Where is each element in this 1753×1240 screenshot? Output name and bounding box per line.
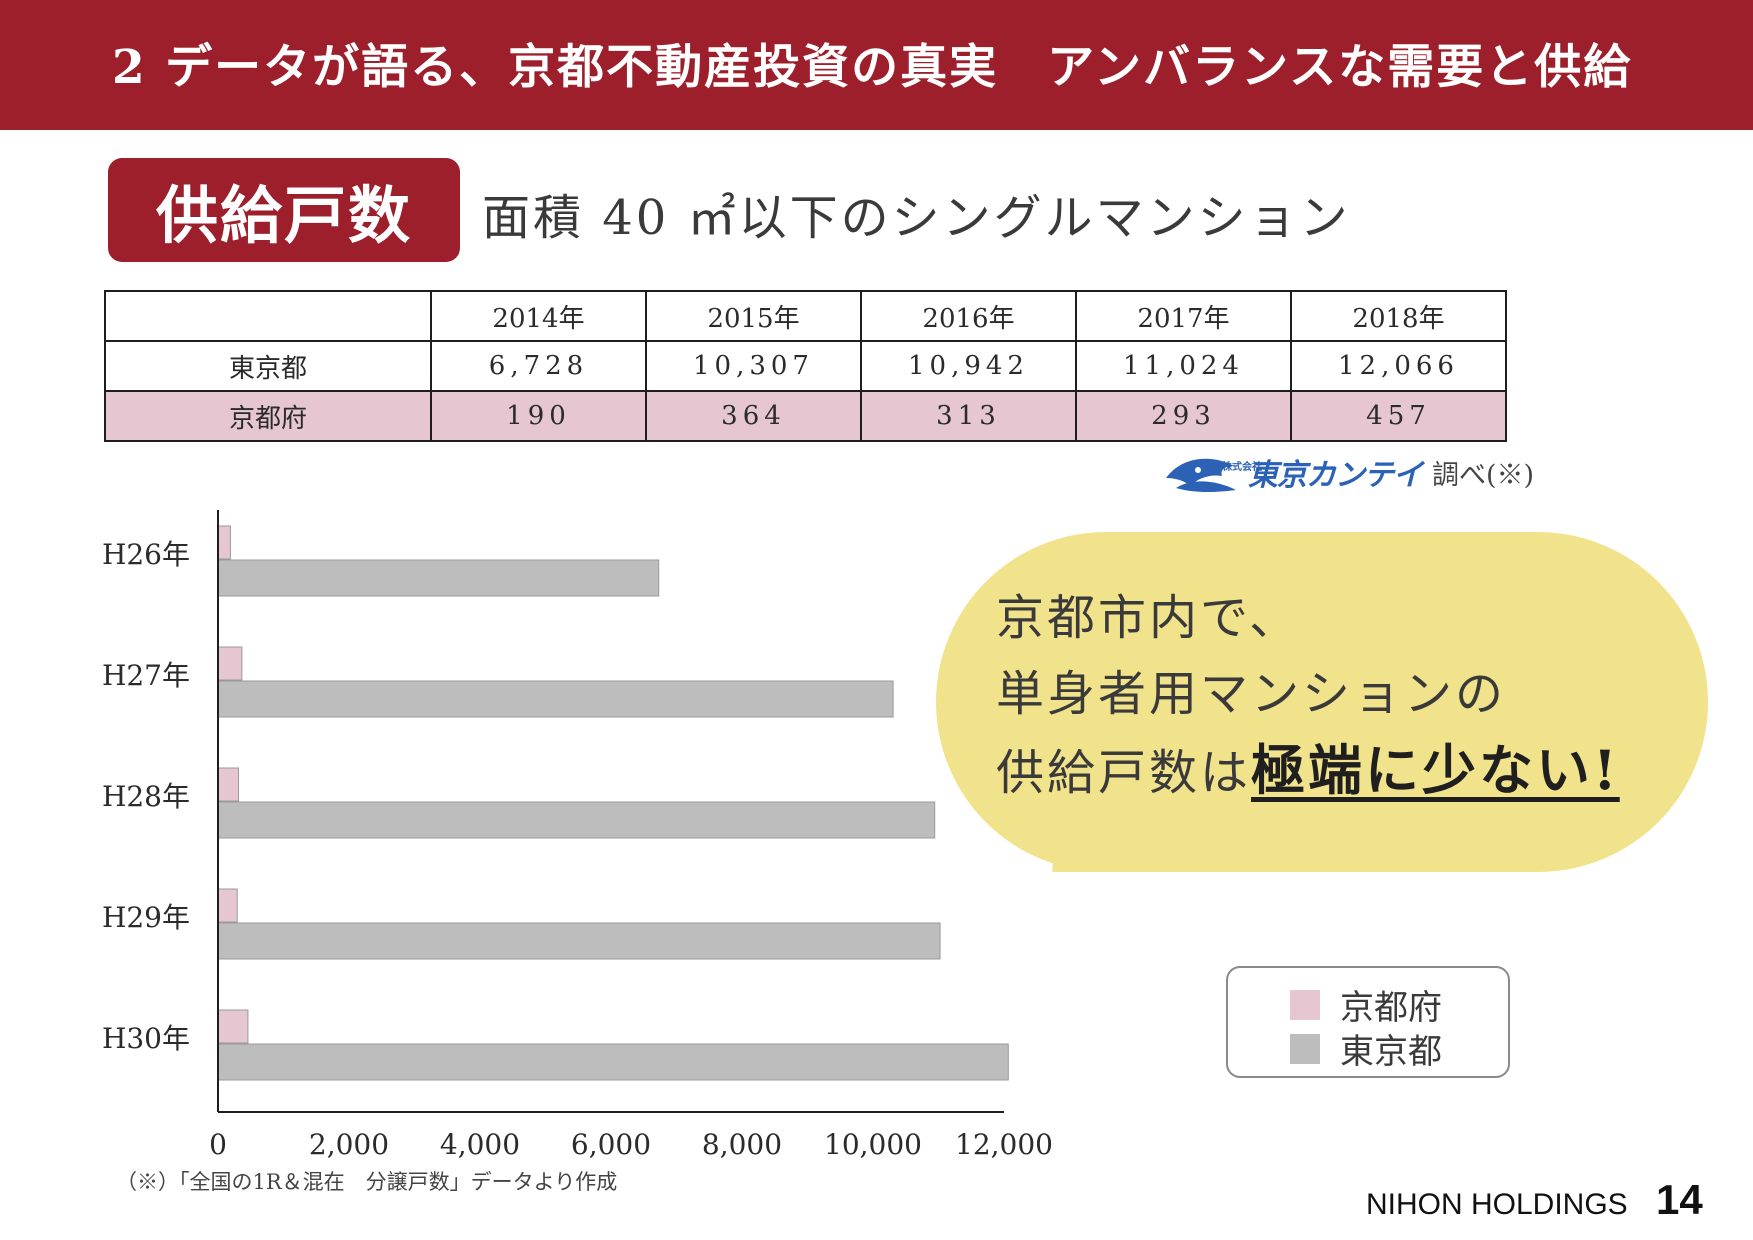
table-year-header: 2015年 [645,290,862,342]
callout-line-3-prefix: 供給戸数は [996,745,1252,801]
y-tick-label: H30年 [102,1022,190,1055]
logo-company-prefix: 株式会社 [1222,460,1262,473]
bar-kyoto [217,1009,249,1044]
section-badge: 供給戸数 [108,158,460,262]
table-year-header: 2017年 [1075,290,1292,342]
dolphin-logo-icon: 株式会社 [1166,458,1262,492]
table-year-header: 2016年 [860,290,1077,342]
y-tick-label: H28年 [102,780,190,813]
table-row-kyoto: 京都府 190 364 313 293 457 [104,390,1507,442]
y-tick-label: H29年 [102,901,190,934]
legend-label: 東京都 [1340,1032,1442,1072]
bar-kyoto [217,525,231,560]
legend-item-tokyo: 東京都 [1290,1024,1442,1073]
x-tick-label: 2,000 [309,1128,389,1161]
table-cell: 190 [430,390,647,442]
y-tick-label: H27年 [102,659,190,692]
bar-tokyo [217,680,894,718]
callout-line-3: 供給戸数は極端に少ない! [996,732,1620,811]
callout-line-2: 単身者用マンションの [996,666,1507,722]
logo-text: 東京カンテイ [1248,458,1423,493]
x-tick-label: 6,000 [571,1128,651,1161]
callout-text: 京都市内で、 単身者用マンションの 供給戸数は極端に少ない! [996,580,1620,811]
supply-table: 2014年 2015年 2016年 2017年 2018年 東京都 6,728 … [104,290,1507,442]
speech-bubble [936,532,1708,872]
table-cell: 293 [1075,390,1292,442]
bubble-tail [1052,822,1166,872]
table-corner-cell [104,290,432,342]
x-tick-label: 8,000 [702,1128,782,1161]
table-cell: 457 [1290,390,1507,442]
chart-legend: 京都府 東京都 [1226,966,1510,1078]
bar-kyoto [217,646,243,681]
table-row-tokyo: 東京都 6,728 10,307 10,942 11,024 12,066 [104,340,1507,392]
table-cell: 10,942 [860,340,1077,392]
section-subtitle: 面積 40 ㎡以下のシングルマンション [482,190,1351,246]
x-tick-label: 10,000 [824,1128,922,1161]
x-tick-label: 0 [209,1128,227,1161]
legend-swatch [1290,1033,1320,1064]
bar-tokyo [217,1043,1009,1081]
table-year-header: 2014年 [430,290,647,342]
table-cell: 364 [645,390,862,442]
x-tick-label: 4,000 [440,1128,520,1161]
table-cell: 10,307 [645,340,862,392]
table-cell: 11,024 [1075,340,1292,392]
bar-kyoto [217,888,238,923]
bar-kyoto [217,767,240,802]
legend-swatch [1290,989,1320,1020]
table-cell: 12,066 [1290,340,1507,392]
bubble-body [936,532,1708,872]
source-note: 調べ(※) [1432,460,1535,491]
table-header-row: 2014年 2015年 2016年 2017年 2018年 [104,290,1507,342]
bar-chart: H26年 H27年 H28年 H29年 H30年 0 2,000 4,000 6,000 8,00… [102,510,1053,1161]
table-cell: 313 [860,390,1077,442]
bar-tokyo [217,801,936,839]
y-tick-label: H26年 [102,538,190,571]
callout-emphasis: 極端に少ない! [1251,738,1620,802]
bar-tokyo [217,922,941,960]
legend-item-kyoto: 京都府 [1290,980,1442,1029]
legend-label: 京都府 [1340,988,1442,1028]
page-title: 2 データが語る、京都不動産投資の真実 アンバランスな需要と供給 [112,40,1633,95]
table-row-label: 東京都 [104,340,432,392]
company-brand: NIHON HOLDINGS [1366,1188,1628,1221]
footnote: （※）「全国の1R＆混在 分譲戸数」データより作成 [116,1170,618,1194]
x-tick-label: 12,000 [955,1128,1053,1161]
callout-line-1: 京都市内で、 [996,590,1301,646]
page-number: 14 [1656,1176,1703,1223]
table-row-label: 京都府 [104,390,432,442]
header-banner: 2 データが語る、京都不動産投資の真実 アンバランスな需要と供給 [0,0,1753,130]
bar-tokyo [217,559,660,597]
table-year-header: 2018年 [1290,290,1507,342]
table-cell: 6,728 [430,340,647,392]
